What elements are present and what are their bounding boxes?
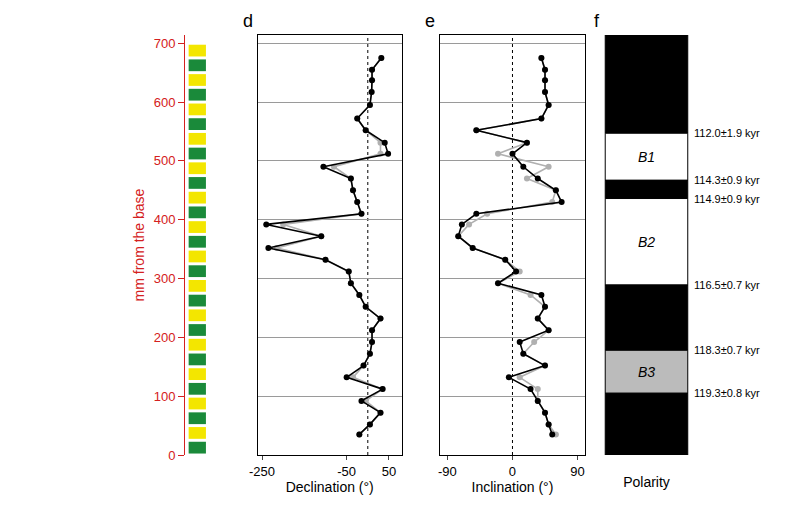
svg-text:200: 200 — [154, 330, 176, 345]
svg-text:116.5±0.7 kyr: 116.5±0.7 kyr — [694, 279, 760, 291]
svg-text:Polarity: Polarity — [623, 474, 670, 490]
svg-text:d: d — [243, 11, 253, 31]
svg-text:50: 50 — [382, 464, 396, 479]
svg-text:-50: -50 — [337, 464, 356, 479]
svg-text:700: 700 — [154, 36, 176, 51]
svg-text:500: 500 — [154, 153, 176, 168]
svg-text:0: 0 — [509, 464, 516, 479]
svg-text:B3: B3 — [638, 364, 655, 380]
svg-text:300: 300 — [154, 271, 176, 286]
svg-text:114.3±0.9 kyr: 114.3±0.9 kyr — [694, 174, 760, 186]
svg-text:-90: -90 — [438, 464, 457, 479]
svg-text:100: 100 — [154, 389, 176, 404]
svg-text:Declination (°): Declination (°) — [286, 479, 374, 495]
svg-text:114.9±0.9 kyr: 114.9±0.9 kyr — [694, 193, 760, 205]
svg-text:Inclination (°): Inclination (°) — [472, 479, 554, 495]
svg-text:-250: -250 — [249, 464, 275, 479]
svg-text:400: 400 — [154, 212, 176, 227]
svg-text:B1: B1 — [638, 149, 655, 165]
svg-text:119.3±0.8 kyr: 119.3±0.8 kyr — [694, 387, 760, 399]
svg-text:f: f — [594, 11, 600, 31]
svg-text:0: 0 — [168, 448, 175, 463]
svg-text:118.3±0.7 kyr: 118.3±0.7 kyr — [694, 344, 760, 356]
svg-text:112.0±1.9 kyr: 112.0±1.9 kyr — [694, 127, 760, 139]
svg-text:mm from the base: mm from the base — [131, 188, 147, 301]
svg-text:B2: B2 — [638, 234, 655, 250]
svg-text:90: 90 — [570, 464, 584, 479]
svg-text:600: 600 — [154, 95, 176, 110]
svg-text:e: e — [425, 11, 435, 31]
